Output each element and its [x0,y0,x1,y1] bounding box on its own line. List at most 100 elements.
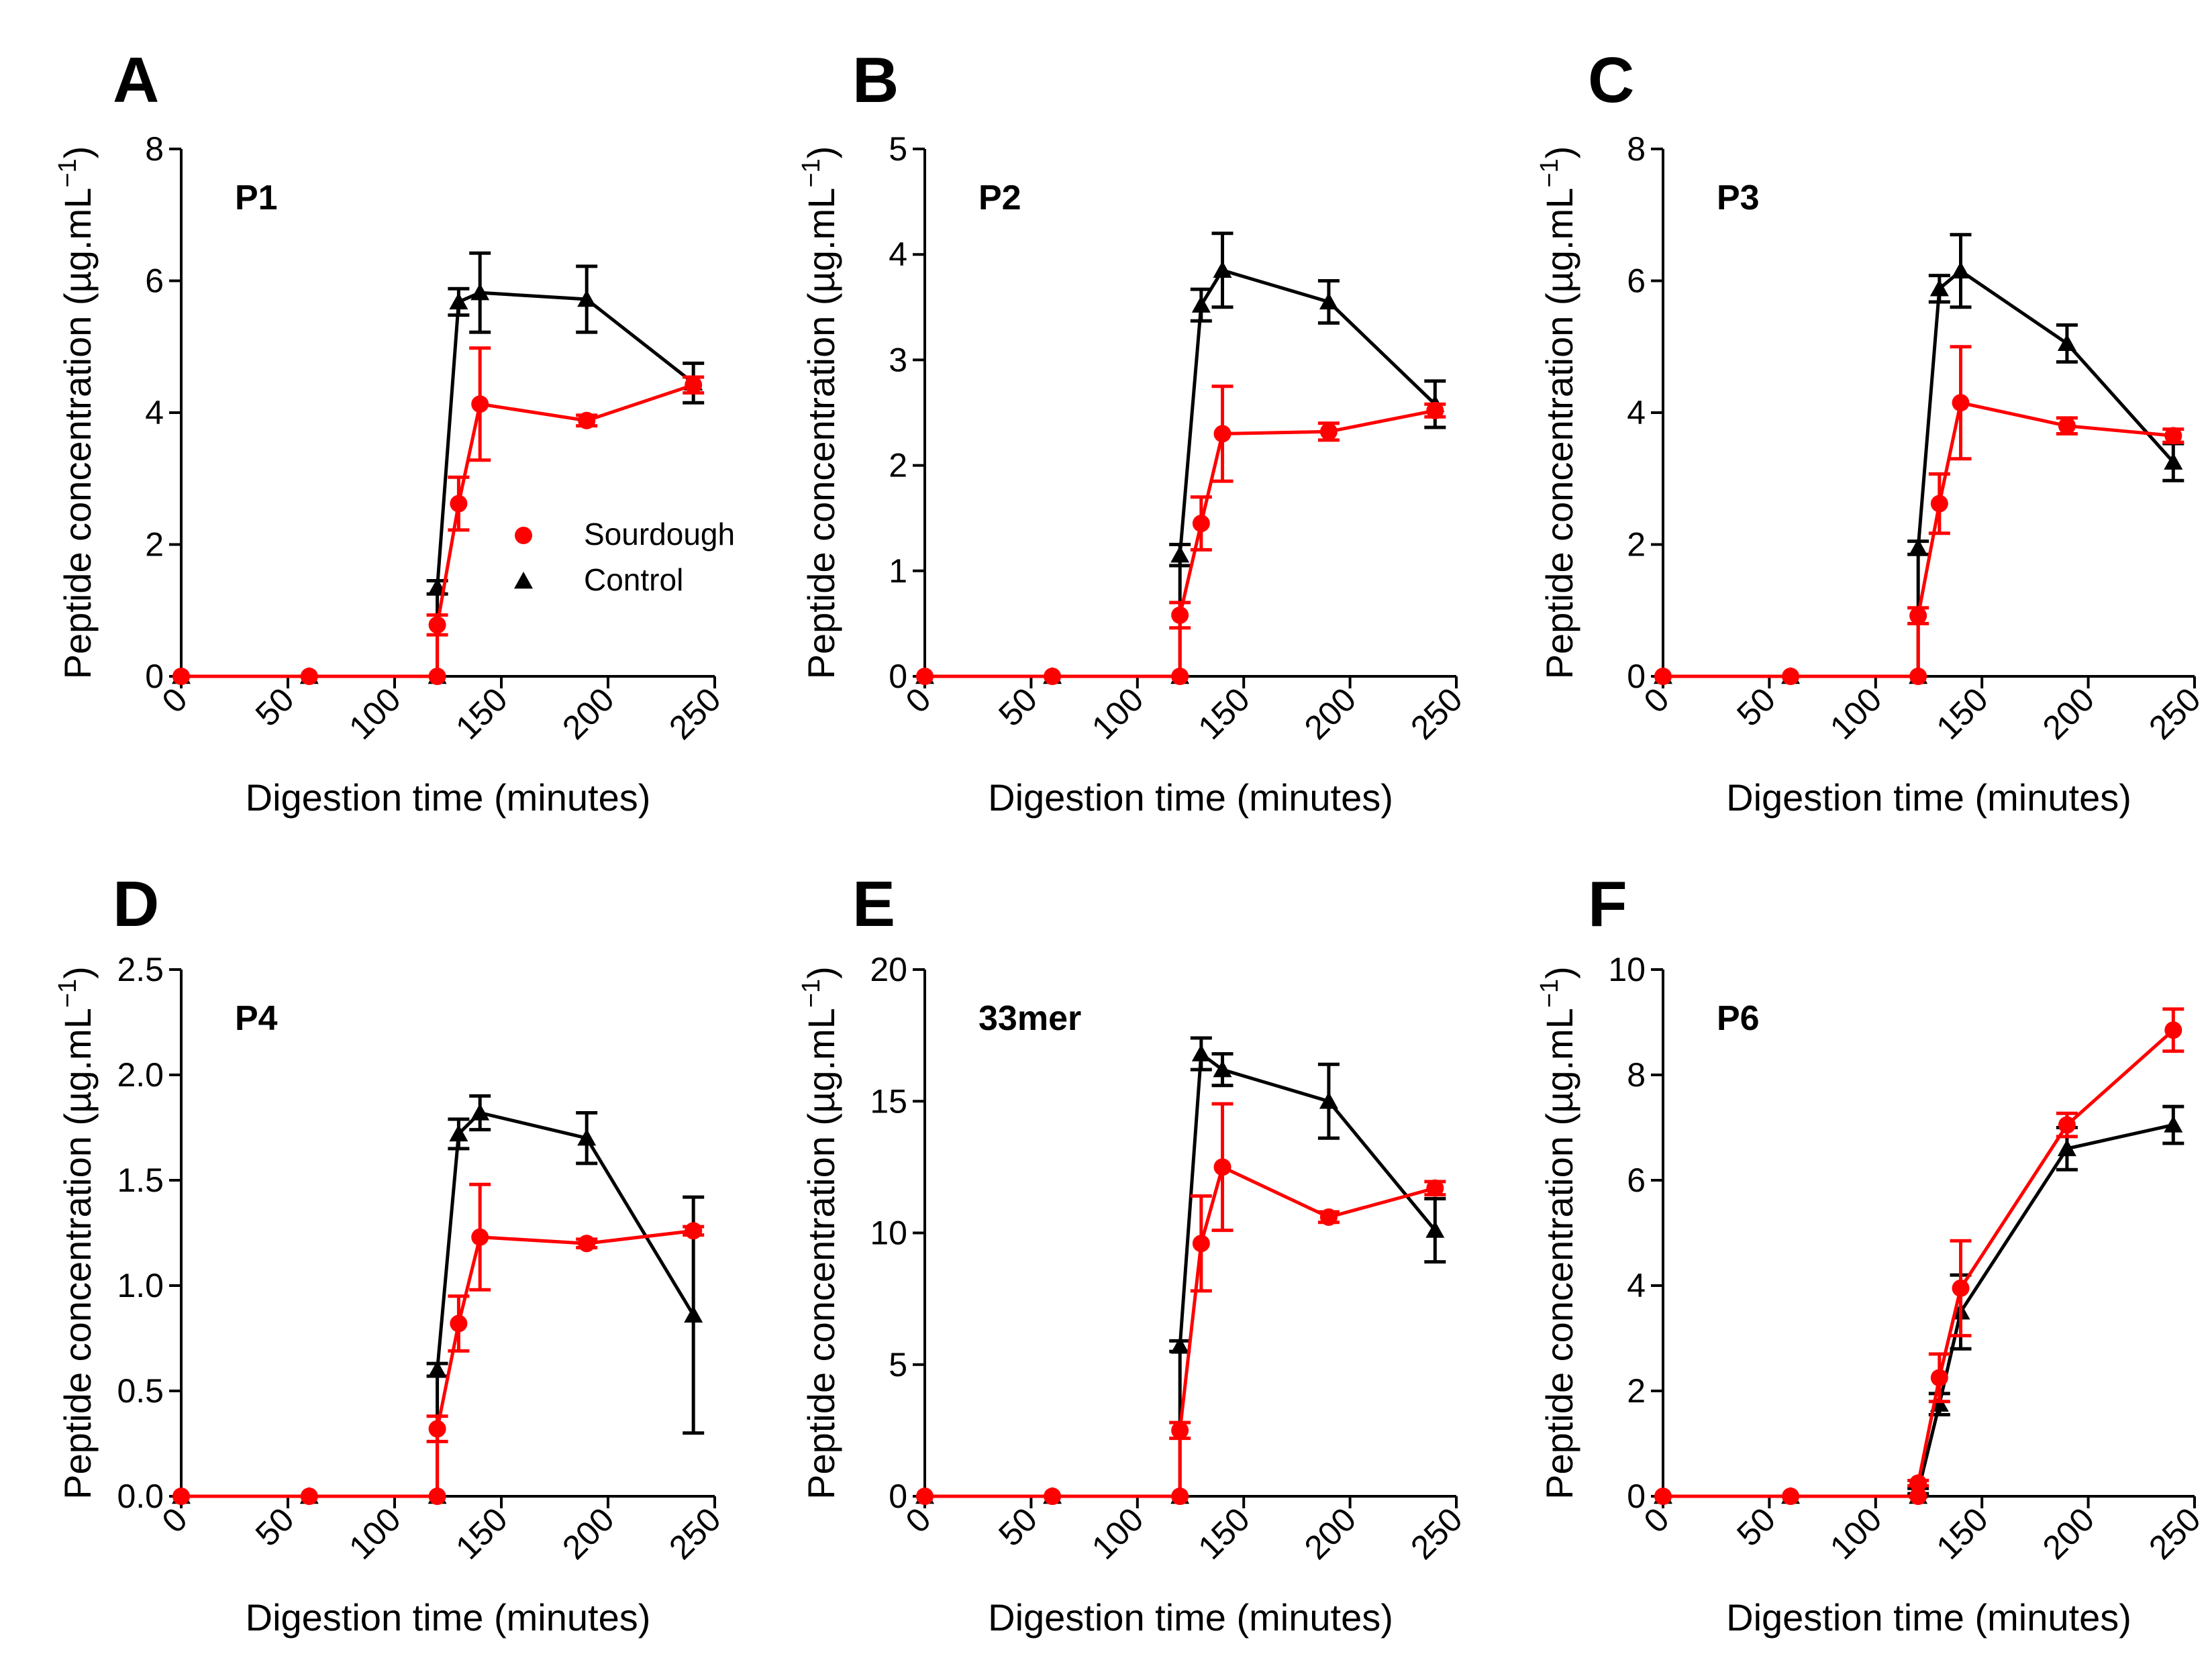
panel-e-sourdough-point [916,1488,934,1505]
panel-b-sourdough-point [916,668,934,685]
panel-d-title: P4 [235,999,278,1038]
panel-b-x-tick-label: 50 [991,680,1044,733]
panel-f-y-tick-label: 6 [1627,1161,1646,1199]
panel-d-y-tick-label: 0.0 [117,1477,164,1515]
panel-f-sourdough-point [1909,1474,1927,1492]
legend-label-sourdough: Sourdough [584,517,735,552]
panel-a-sourdough-point [578,411,596,429]
panel-f-x-tick-label: 250 [2142,1500,2208,1567]
panel-c-control-point [1929,279,1949,297]
panel-c-sourdough-point [1782,668,1800,685]
panel-b-control-point [1213,260,1232,278]
panel-e-y-label: Peptide concentration (µg.mL−1) [797,966,842,1500]
panel-e-sourdough-point [1319,1208,1338,1226]
panel-d-x-tick-label: 150 [448,1500,515,1567]
panel-d-y-tick-label: 0.5 [117,1372,164,1410]
panel-f-title: P6 [1717,999,1760,1038]
panel-c-sourdough-line [1663,401,2174,678]
panel-c-sourdough-point [1654,668,1672,685]
panel-e-series-sourdough [916,1102,1446,1505]
panel-d-control-point [449,1124,468,1142]
panel-b-y-tick-label: 1 [889,552,907,590]
panel-e-control-point [1170,1337,1190,1354]
panel-f-sourdough-point [2164,1021,2182,1039]
panel-f-sourdough-point [1952,1279,1970,1297]
panel-d-x-tick-label: 50 [248,1500,301,1553]
panel-a-x-tick-label: 150 [448,680,515,747]
panel-c-x-tick-label: 150 [1929,680,1995,747]
panel-f-control-point [2057,1139,2076,1157]
panel-f-series-control [1654,1104,2184,1504]
panel-e-x-tick-label: 150 [1191,1500,1257,1567]
panel-f-control-point [2164,1115,2183,1133]
panel-c-sourdough-point [1930,495,1948,513]
panel-b-x-tick-label: 250 [1403,680,1470,747]
panel-a-x-tick-label: 250 [662,680,728,747]
panel-f-sourdough-point [1654,1488,1672,1505]
panel-e-sourdough-point [1192,1235,1210,1253]
panel-b-series-sourdough [916,384,1446,685]
panel-a-sourdough-point [428,616,446,634]
panel-d-series-sourdough [172,1182,705,1505]
panel-e-sourdough-point [1171,1421,1189,1439]
panel-f-control-line [1663,1123,2174,1498]
panel-a-sourdough-point [428,668,446,685]
panel-e-x-label: Digestion time (minutes) [988,1596,1393,1639]
panel-a-sourdough-point [471,395,489,413]
panel-a-control-point [470,283,490,301]
panel-c-sourdough-point [1909,668,1927,685]
panel-b-letter: B [852,44,899,116]
panel-d-x-label: Digestion time (minutes) [246,1596,651,1639]
panel-d-y-tick-label: 1.0 [117,1267,164,1304]
panel-f-x-tick-label: 200 [2035,1500,2102,1567]
panel-b-title: P2 [978,178,1021,217]
panel-e-title: 33mer [978,999,1081,1038]
panel-a-control-point [449,292,468,310]
panel-f-x-tick-label: 150 [1929,1500,1995,1567]
panel-c-y-tick-label: 4 [1627,394,1646,431]
panel-a-control-point [577,290,597,307]
panel-b-y-tick-label: 0 [889,658,907,695]
panel-b-sourdough-point [1319,423,1338,441]
panel-a-x-tick-label: 100 [342,680,408,747]
panel-c-control-point [1951,261,1970,278]
panel-e-control-point [1319,1092,1338,1109]
panel-d-sourdough-point [428,1488,446,1505]
panel-a-sourdough-line [181,383,694,678]
panel-a-y-tick-label: 6 [145,262,164,300]
panel-c-sourdough-point [1952,394,1970,412]
legend-label-control: Control [584,562,683,597]
panel-d-sourdough-point [450,1314,468,1333]
panel-c-x-tick-label: 250 [2142,680,2208,747]
panel-d-y-label: Peptide concentration (µg.mL−1) [54,966,99,1500]
panel-f-x-label: Digestion time (minutes) [1726,1596,2131,1639]
panel-b-sourdough-point [1044,668,1062,685]
legend: Sourdough Control [514,517,735,597]
panel-c-y-tick-label: 0 [1627,658,1646,695]
panel-d-sourdough-point [300,1488,318,1505]
panel-c-y-tick-label: 8 [1627,130,1646,168]
panel-d-sourdough-line [181,1229,694,1498]
panel-e-x-tick-label: 200 [1297,1500,1364,1567]
panel-a-y-tick-label: 4 [145,394,164,431]
panel-f-sourdough-point [2058,1116,2076,1134]
panel-e-y-tick-label: 5 [889,1346,907,1384]
panel-a-y-tick-label: 0 [145,658,164,695]
panel-a-sourdough-point [172,668,190,685]
panel-f-sourdough-point [1782,1488,1800,1505]
panel-c-sourdough-point [2164,427,2182,445]
panel-c-x-tick-label: 200 [2035,680,2102,747]
panel-d-x-tick-label: 200 [555,1500,621,1567]
panel-d-y-tick-label: 2.5 [117,951,164,988]
panel-b-x-tick-label: 150 [1191,680,1257,747]
panel-f-x-tick-label: 50 [1729,1500,1782,1553]
panel-f-series-sourdough [1654,1007,2184,1505]
panel-f-y-tick-label: 4 [1627,1267,1646,1304]
panel-f-y-tick-label: 10 [1608,951,1646,988]
panel-b-control-point [1170,546,1190,563]
